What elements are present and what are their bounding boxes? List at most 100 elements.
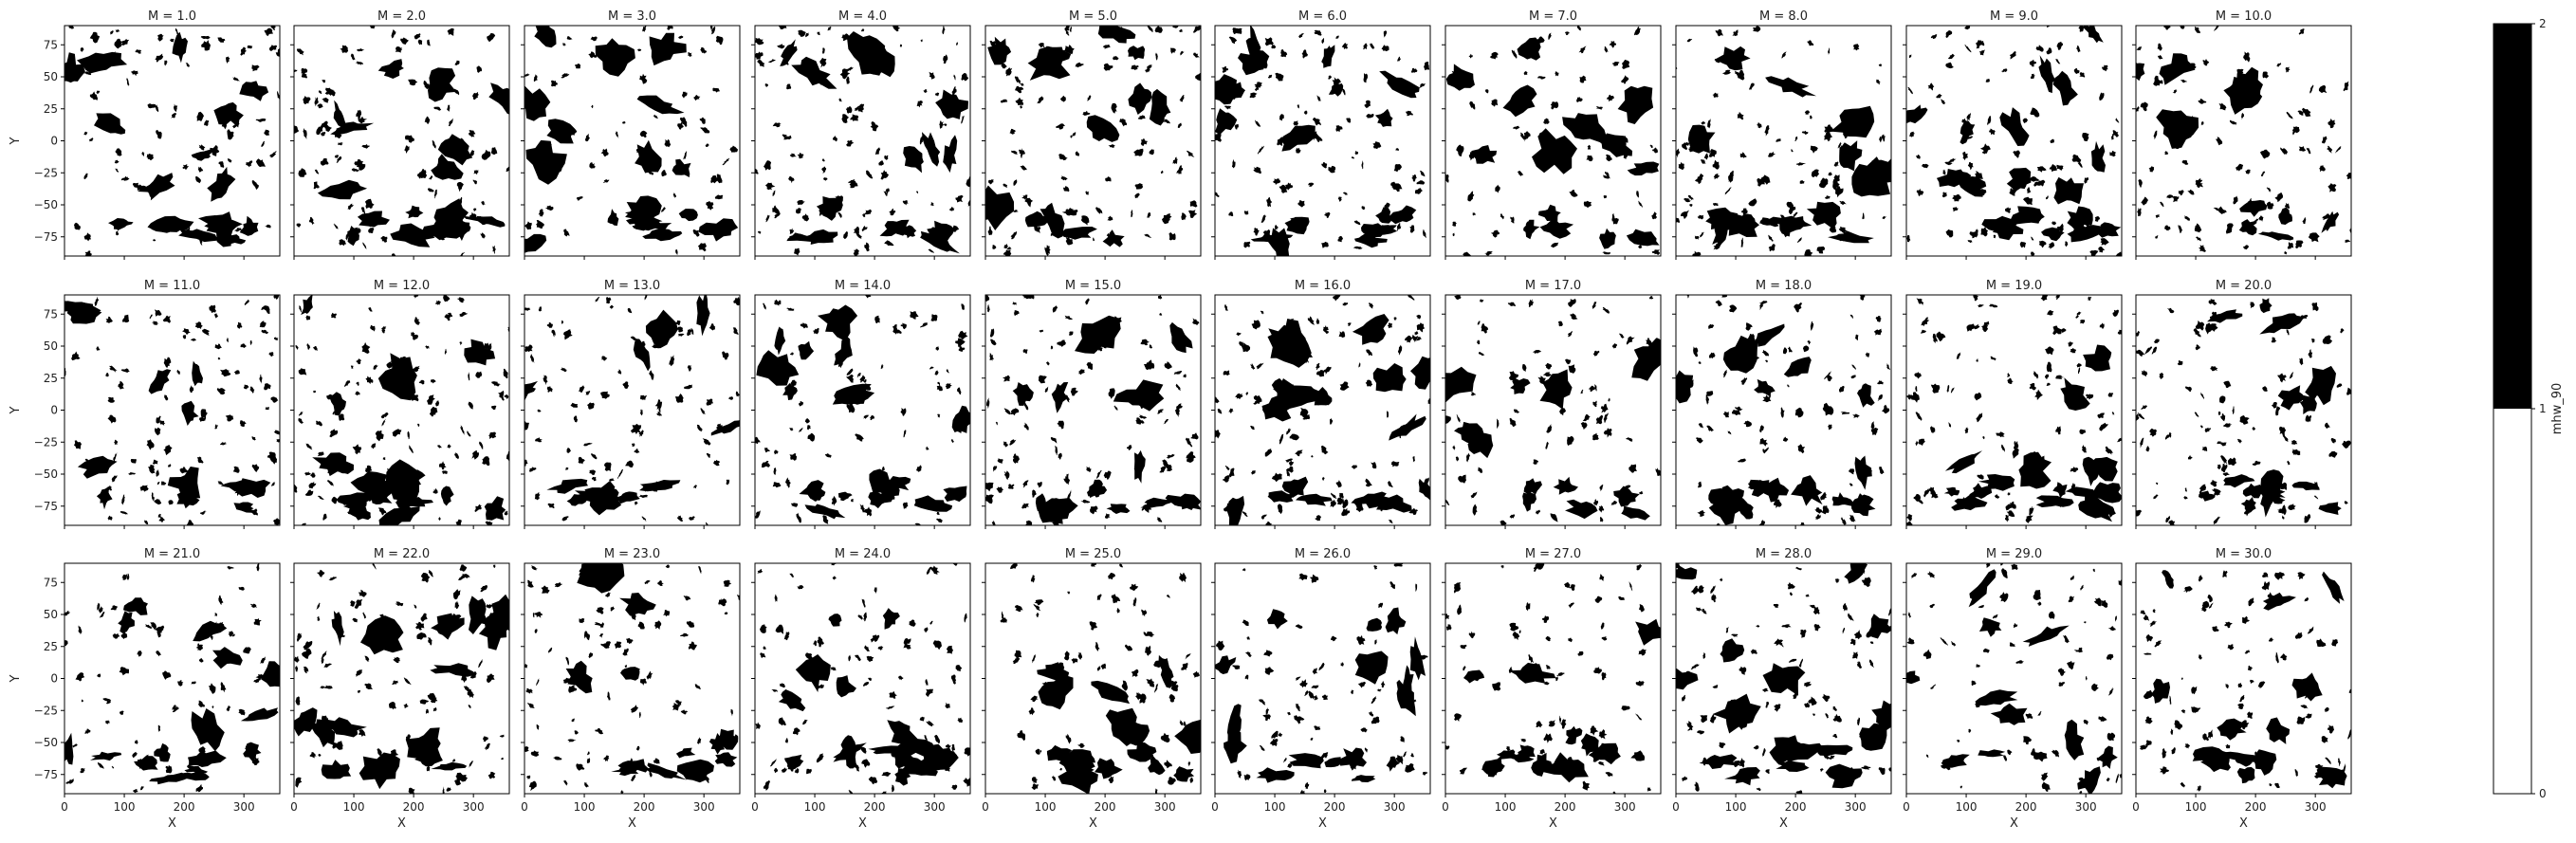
heatmap-cell [1522,364,1527,372]
heatmap-cell [370,324,376,332]
heatmap-cell [1361,206,1366,211]
heatmap-cell [1245,56,1252,64]
heatmap-cell [2035,495,2074,507]
heatmap-cell [2051,749,2060,758]
heatmap-cell [1160,732,1170,743]
heatmap-cell [2252,427,2256,431]
heatmap-cell [1687,194,1694,201]
heatmap-cell [331,496,339,504]
heatmap-cell [1176,769,1182,775]
heatmap-cell [1546,424,1553,433]
x-tick-label: 100 [1725,800,1747,814]
heatmap-cell [547,647,553,653]
heatmap-cell [1623,150,1628,159]
heatmap-cell [1886,362,1890,371]
heatmap-cell [565,656,569,666]
heatmap-cell [345,232,349,241]
heatmap-cell [2229,119,2237,125]
heatmap-cell [1096,594,1102,600]
heatmap-cell [2204,427,2212,432]
heatmap-cell [1046,59,1053,67]
heatmap-cell [1804,702,1810,708]
heatmap-cell [423,80,431,90]
heatmap-cell [2078,367,2081,375]
heatmap-cell [2180,708,2186,714]
heatmap-cell [653,620,662,630]
heatmap-cell [2041,781,2051,793]
heatmap-cell [1870,428,1879,435]
heatmap-cell [485,521,493,525]
heatmap-cell [469,760,474,768]
heatmap-cell [1975,689,2018,706]
heatmap-cell [677,121,684,130]
heatmap-cell [850,114,859,121]
heatmap-cell [468,401,473,410]
heatmap-cell [1157,409,1164,414]
heatmap-cell [798,29,806,37]
heatmap-cell [2007,749,2013,756]
heatmap-cell [1878,64,1883,67]
heatmap-cell [1280,48,1288,58]
heatmap-cell [1269,739,1279,746]
heatmap-cell [2180,781,2185,788]
heatmap-cell [1155,52,1158,61]
heatmap-cell [1481,759,1505,778]
heatmap-cell [497,632,503,638]
heatmap-cell [2210,366,2218,372]
heatmap-cell [1519,132,1526,142]
heatmap-cell [2090,140,2106,173]
heatmap-cell [421,736,425,740]
heatmap-cell [1250,470,1256,475]
heatmap-cell [198,700,205,707]
heatmap-cell [1536,36,1545,44]
heatmap-cell [957,717,963,724]
heatmap-cell [1310,737,1314,741]
heatmap-cell [121,494,125,505]
heatmap-cell [638,430,644,437]
heatmap-cell [768,59,776,64]
heatmap-cell [1781,624,1792,629]
y-tick-label: 0 [50,672,58,686]
heatmap-cell [639,480,681,492]
heatmap-cell [2168,431,2172,438]
heatmap-cell [453,223,462,233]
heatmap-cell [1521,755,1526,761]
heatmap-cell [157,33,164,42]
heatmap-cell [227,158,232,163]
heatmap-cell [1676,370,1694,404]
heatmap-cell [1749,82,1755,90]
heatmap-cell [2346,387,2351,395]
heatmap-cell [491,632,497,637]
heatmap-cell [2031,747,2036,757]
heatmap-cell [1235,393,1243,400]
heatmap-cell [1054,71,1059,75]
heatmap-cell [1014,76,1021,85]
heatmap-cell [1180,331,1187,338]
heatmap-cell [791,503,799,507]
heatmap-cell [641,340,646,347]
heatmap-cell [244,299,249,305]
heatmap-cell [957,387,962,395]
heatmap-cell [1748,198,1757,207]
heatmap-cell [1286,428,1292,435]
heatmap-cell [1012,382,1034,406]
heatmap-cell [1445,64,1475,91]
heatmap-cell [1941,192,1947,198]
heatmap-cell [1266,609,1288,630]
heatmap-cell [1951,641,1957,648]
heatmap-cell [1592,350,1600,357]
heatmap-cell [1341,43,1349,49]
heatmap-cell [1608,397,1610,402]
x-tick-label: 0 [982,800,989,814]
y-tick-label: 25 [44,372,58,385]
heatmap-cell [1012,453,1020,464]
heatmap-cell [817,636,824,648]
heatmap-cell [2117,329,2122,336]
heatmap-cell [1009,128,1016,135]
heatmap-cell [1568,364,1576,374]
heatmap-cell [294,125,300,135]
heatmap-cell [1154,788,1158,794]
heatmap-cell [777,44,785,49]
heatmap-cell [1254,85,1260,91]
heatmap-cell [1539,369,1573,410]
